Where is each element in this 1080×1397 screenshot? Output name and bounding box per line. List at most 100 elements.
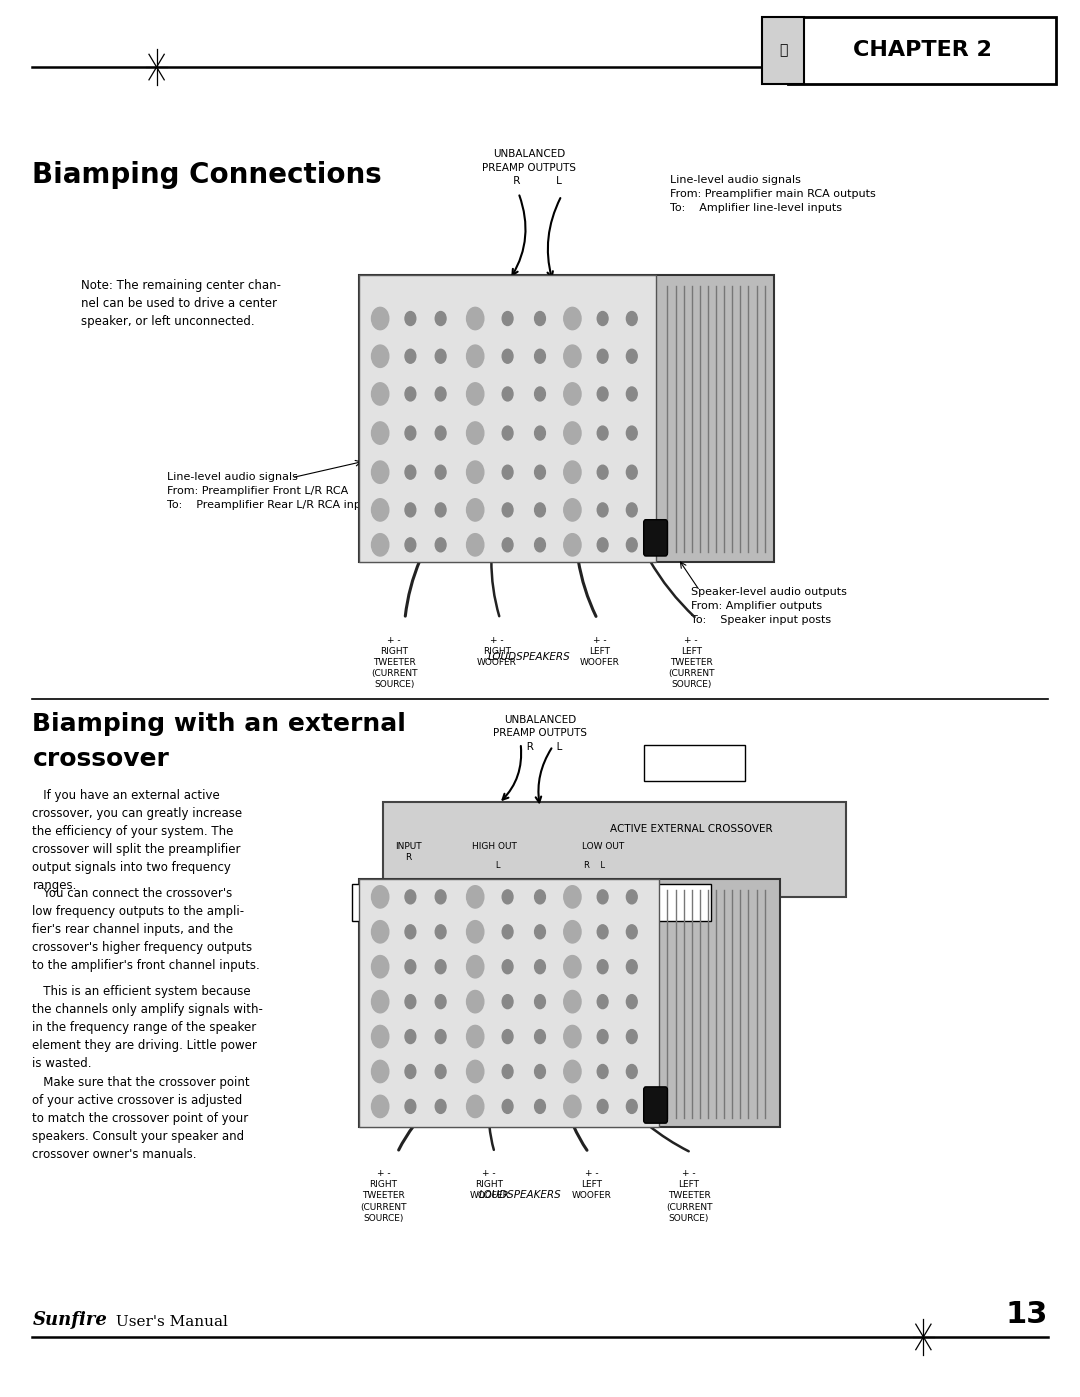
Circle shape — [564, 956, 581, 978]
Text: + -
RIGHT
WOOFER: + - RIGHT WOOFER — [470, 1169, 509, 1200]
Circle shape — [435, 995, 446, 1009]
Circle shape — [467, 307, 484, 330]
Circle shape — [597, 925, 608, 939]
Circle shape — [502, 465, 513, 479]
Text: If you have an external active
crossover, you can greatly increase
the efficienc: If you have an external active crossover… — [32, 789, 243, 893]
FancyBboxPatch shape — [644, 745, 745, 781]
Circle shape — [372, 499, 389, 521]
Circle shape — [372, 422, 389, 444]
Circle shape — [626, 503, 637, 517]
Circle shape — [372, 534, 389, 556]
Circle shape — [535, 890, 545, 904]
Circle shape — [372, 956, 389, 978]
Circle shape — [405, 349, 416, 363]
Circle shape — [467, 921, 484, 943]
Circle shape — [405, 465, 416, 479]
Text: CHAPTER 2: CHAPTER 2 — [853, 41, 991, 60]
Text: + -
LEFT
WOOFER: + - LEFT WOOFER — [580, 636, 619, 666]
Circle shape — [372, 1095, 389, 1118]
Text: + -
LEFT
WOOFER: + - LEFT WOOFER — [572, 1169, 611, 1200]
Text: INPUT
R: INPUT R — [395, 842, 421, 862]
Text: UNBALANCED
PREAMP OUTPUTS
     R           L: UNBALANCED PREAMP OUTPUTS R L — [482, 149, 577, 186]
Text: This is an efficient system because
the channels only amplify signals with-
in t: This is an efficient system because the … — [32, 985, 264, 1070]
FancyBboxPatch shape — [359, 275, 656, 562]
Text: HIGH OUT: HIGH OUT — [472, 842, 517, 851]
Circle shape — [535, 538, 545, 552]
Circle shape — [435, 503, 446, 517]
Circle shape — [405, 1030, 416, 1044]
Circle shape — [564, 1060, 581, 1083]
Circle shape — [626, 387, 637, 401]
Circle shape — [467, 534, 484, 556]
Circle shape — [564, 422, 581, 444]
FancyBboxPatch shape — [359, 879, 659, 1127]
Circle shape — [405, 960, 416, 974]
Circle shape — [597, 312, 608, 326]
Circle shape — [597, 465, 608, 479]
Text: Biamping with an external: Biamping with an external — [32, 712, 406, 736]
Text: Make sure that the crossover point
of your active crossover is adjusted
to match: Make sure that the crossover point of yo… — [32, 1076, 251, 1161]
Text: HIGH FREQ
RANGE: HIGH FREQ RANGE — [364, 897, 414, 916]
Circle shape — [535, 995, 545, 1009]
Text: R    L: R L — [583, 861, 605, 869]
Circle shape — [467, 990, 484, 1013]
Text: 13: 13 — [1005, 1299, 1048, 1329]
Circle shape — [372, 1025, 389, 1048]
Circle shape — [564, 345, 581, 367]
Text: Line-level audio signals
From: Preamplifier Front L/R RCA
To:    Preamplifier Re: Line-level audio signals From: Preamplif… — [167, 472, 378, 510]
Circle shape — [405, 426, 416, 440]
Circle shape — [626, 925, 637, 939]
Circle shape — [435, 349, 446, 363]
FancyBboxPatch shape — [762, 17, 804, 84]
Circle shape — [405, 925, 416, 939]
Circle shape — [372, 990, 389, 1013]
Circle shape — [435, 465, 446, 479]
Text: 🖊: 🖊 — [779, 43, 787, 57]
Circle shape — [435, 925, 446, 939]
Circle shape — [372, 1060, 389, 1083]
Circle shape — [535, 465, 545, 479]
Circle shape — [467, 499, 484, 521]
Circle shape — [626, 312, 637, 326]
Circle shape — [564, 307, 581, 330]
Circle shape — [535, 503, 545, 517]
FancyBboxPatch shape — [359, 275, 774, 562]
Circle shape — [467, 383, 484, 405]
Text: + -
RIGHT
TWEETER
(CURRENT
SOURCE): + - RIGHT TWEETER (CURRENT SOURCE) — [360, 1169, 407, 1222]
Text: + -
LEFT
TWEETER
(CURRENT
SOURCE): + - LEFT TWEETER (CURRENT SOURCE) — [665, 1169, 713, 1222]
Circle shape — [626, 426, 637, 440]
Circle shape — [535, 1065, 545, 1078]
Text: L: L — [488, 861, 501, 869]
Circle shape — [467, 886, 484, 908]
Circle shape — [626, 465, 637, 479]
FancyBboxPatch shape — [622, 884, 711, 921]
Circle shape — [535, 1030, 545, 1044]
Text: LOUDSPEAKERS: LOUDSPEAKERS — [488, 652, 570, 662]
Circle shape — [535, 349, 545, 363]
Circle shape — [372, 921, 389, 943]
Text: FULL FREQ
RANGE: FULL FREQ RANGE — [671, 761, 718, 781]
Circle shape — [435, 1099, 446, 1113]
Circle shape — [535, 925, 545, 939]
Circle shape — [626, 890, 637, 904]
Circle shape — [405, 387, 416, 401]
Circle shape — [502, 503, 513, 517]
Circle shape — [435, 538, 446, 552]
FancyBboxPatch shape — [644, 1087, 667, 1123]
Circle shape — [597, 960, 608, 974]
Text: + -
LEFT
TWEETER
(CURRENT
SOURCE): + - LEFT TWEETER (CURRENT SOURCE) — [667, 636, 715, 689]
Text: Line-level audio signals
From: Preamplifier main RCA outputs
To:    Amplifier li: Line-level audio signals From: Preamplif… — [670, 175, 876, 212]
Circle shape — [564, 1025, 581, 1048]
Circle shape — [535, 312, 545, 326]
Circle shape — [502, 312, 513, 326]
Circle shape — [435, 387, 446, 401]
Text: User's Manual: User's Manual — [111, 1315, 228, 1329]
Circle shape — [502, 925, 513, 939]
Circle shape — [564, 499, 581, 521]
Circle shape — [435, 426, 446, 440]
Circle shape — [597, 538, 608, 552]
Circle shape — [405, 1099, 416, 1113]
Text: crossover: crossover — [32, 747, 170, 771]
FancyBboxPatch shape — [352, 884, 441, 921]
Text: + -
RIGHT
TWEETER
(CURRENT
SOURCE): + - RIGHT TWEETER (CURRENT SOURCE) — [370, 636, 418, 689]
